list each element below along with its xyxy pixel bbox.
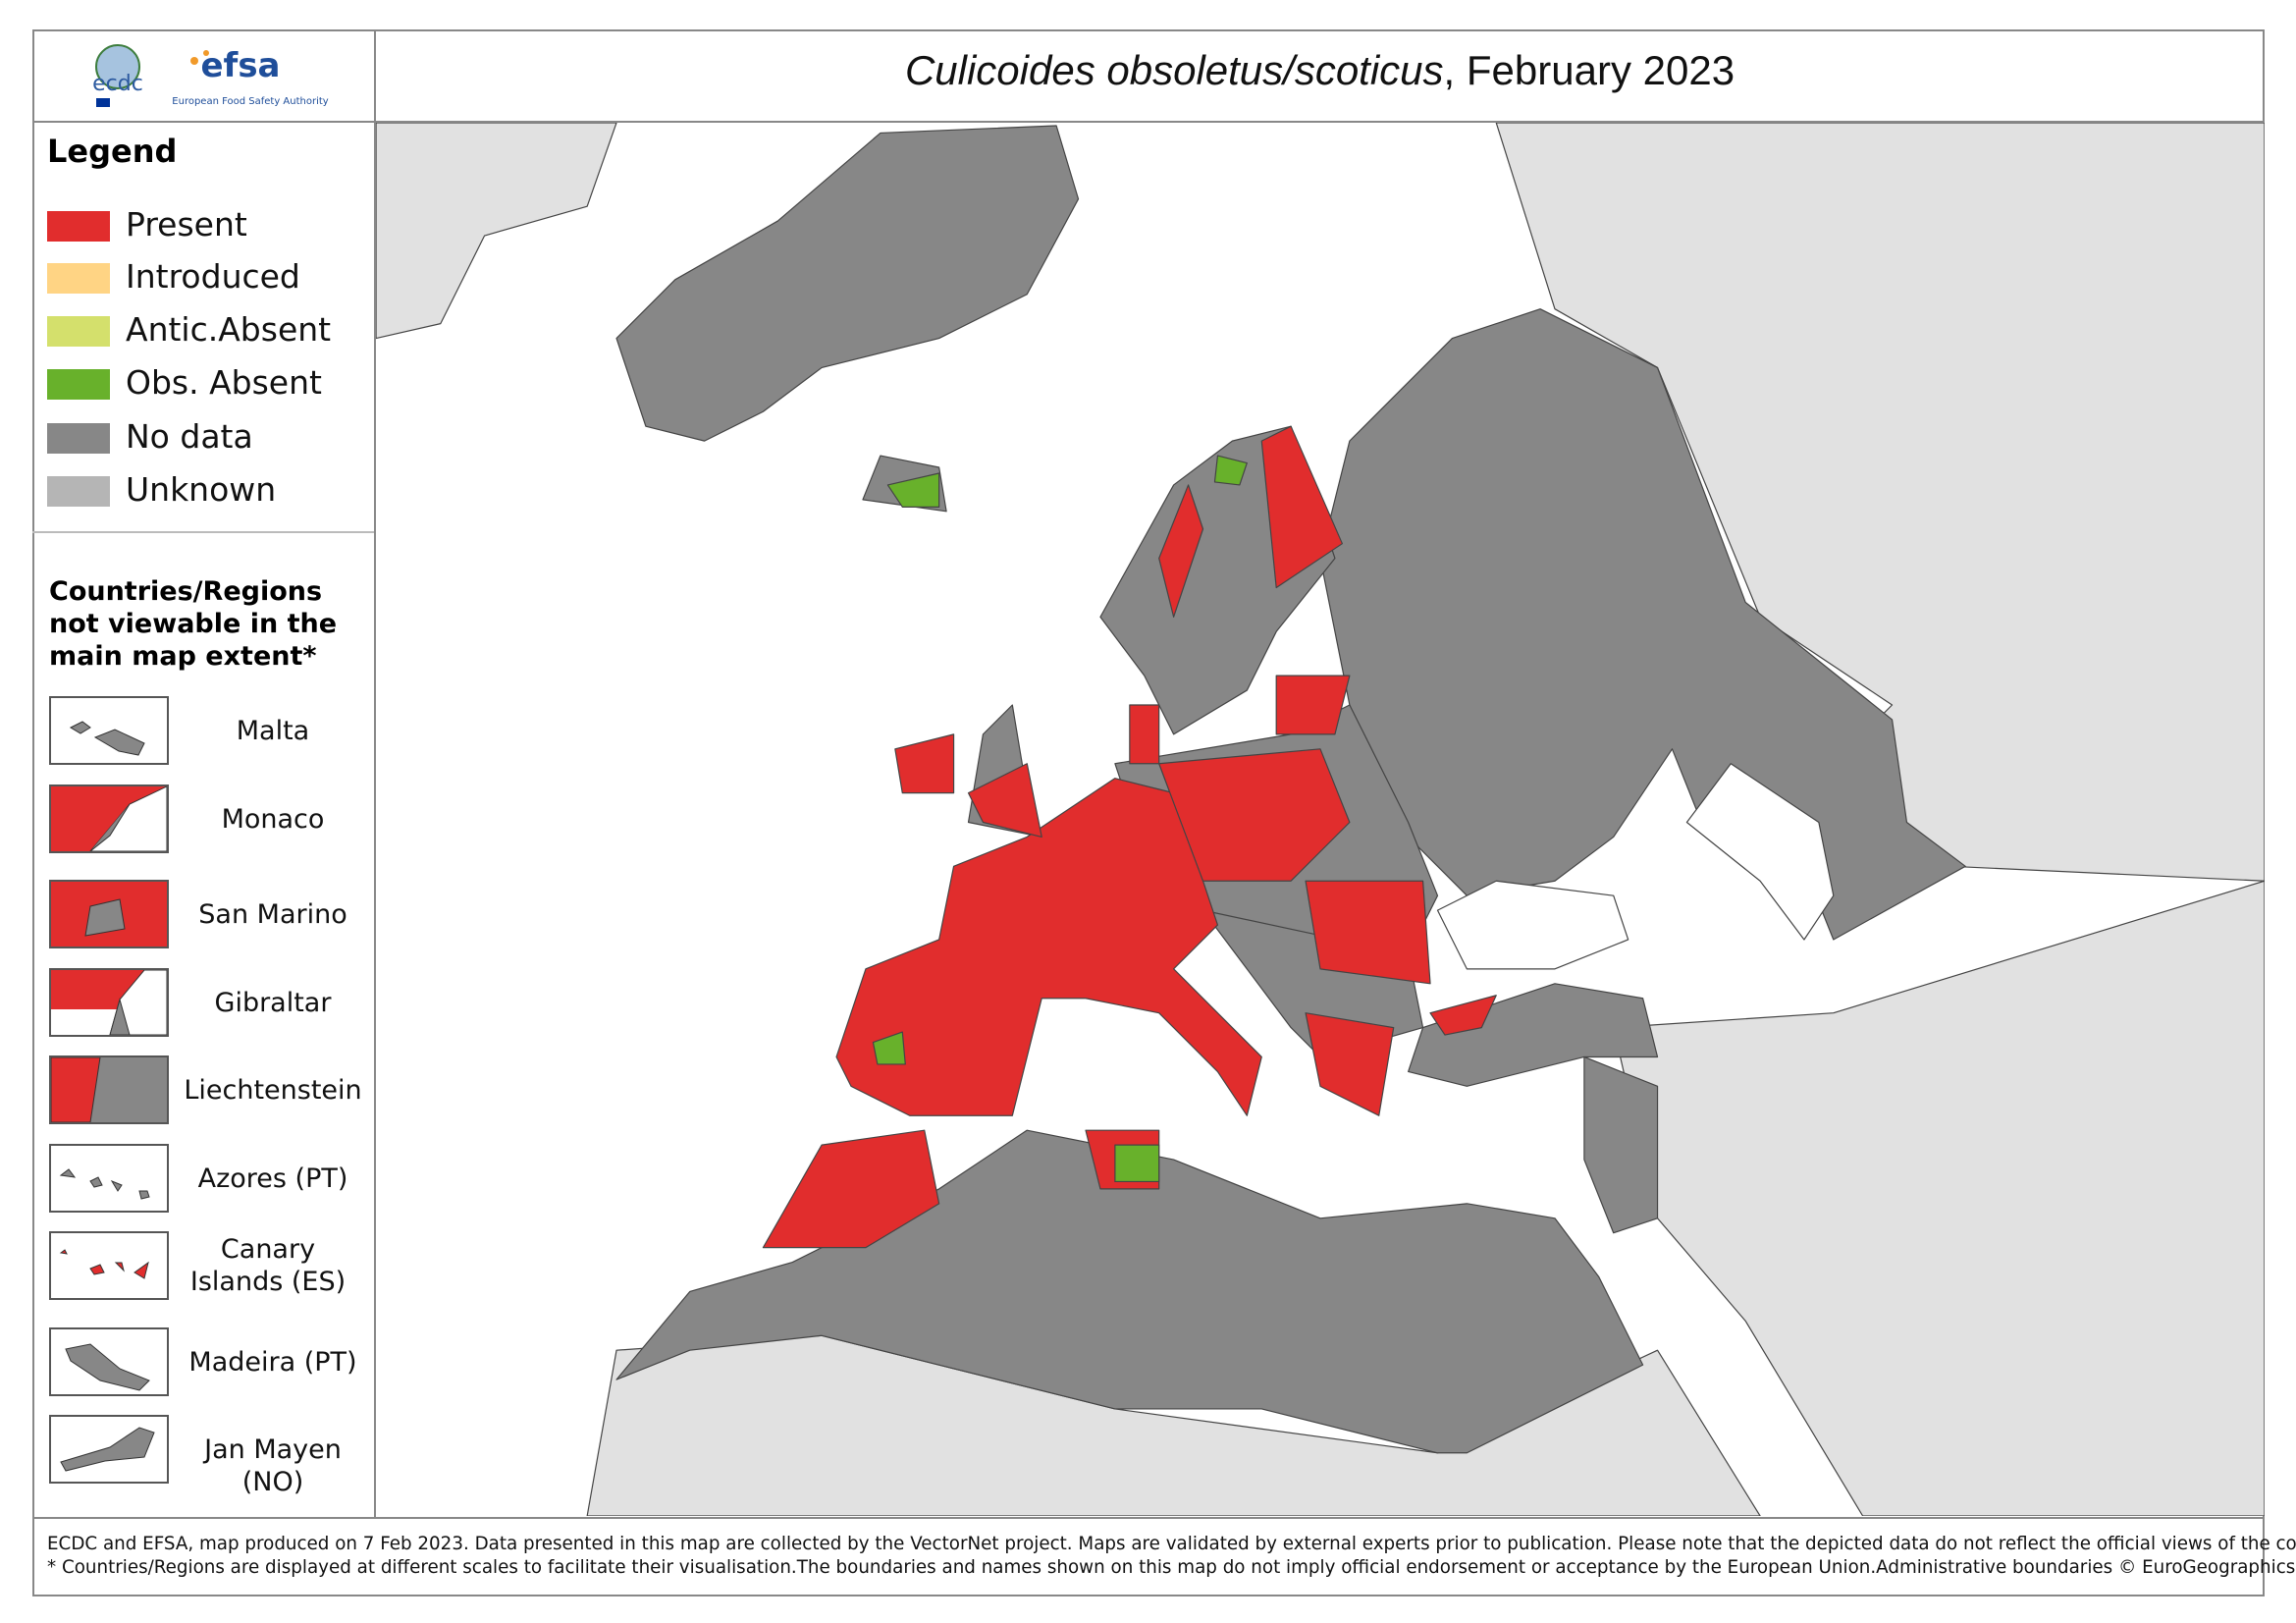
legend-label: No data	[126, 417, 253, 456]
legend-title: Legend	[47, 133, 178, 170]
region	[886, 472, 940, 508]
region	[1260, 425, 1344, 589]
black-sea	[1436, 880, 1629, 970]
inset-box	[49, 696, 169, 765]
legend-swatch	[47, 211, 110, 242]
inset-box	[49, 880, 169, 948]
legend-label: Obs. Absent	[126, 363, 322, 402]
legend-swatch	[47, 369, 110, 400]
region	[967, 763, 1042, 839]
legend-label: Unknown	[126, 470, 277, 509]
land-other	[1613, 880, 2265, 1516]
region	[1305, 1012, 1395, 1116]
legend-swatch	[47, 263, 110, 294]
region	[1158, 748, 1351, 882]
region	[1275, 675, 1351, 735]
region	[615, 1129, 1644, 1454]
inset-box	[49, 1415, 169, 1484]
ecdc-ring	[95, 44, 140, 89]
legend-swatch	[47, 423, 110, 454]
insets-title: Countries/Regions not viewable in the ma…	[49, 576, 338, 672]
map	[376, 123, 2265, 1516]
inset-box	[49, 784, 169, 853]
logo-efsa-sub: European Food Safety Authority	[172, 96, 329, 107]
inset-shape	[69, 721, 145, 756]
inset-shape	[51, 882, 167, 947]
inset-label: Madeira (PT)	[188, 1346, 357, 1378]
inset-box	[49, 1231, 169, 1300]
region	[1429, 995, 1497, 1036]
land-other	[376, 123, 617, 340]
inset-box	[49, 1327, 169, 1396]
inset-shape	[65, 1343, 150, 1391]
footer: ECDC and EFSA, map produced on 7 Feb 202…	[47, 1533, 2296, 1580]
legend-label: Present	[126, 205, 247, 243]
caspian-sea	[1685, 763, 1835, 941]
inset-box	[49, 968, 169, 1037]
ecdc-globe	[96, 45, 139, 88]
map-title: Culicoides obsoletus/scoticus, February …	[375, 47, 2265, 94]
efsa-dot	[190, 57, 198, 65]
inset-label: Jan Mayen (NO)	[204, 1434, 342, 1497]
legend-swatch	[47, 476, 110, 507]
eu-flag	[96, 98, 110, 107]
footer-line: * Countries/Regions are displayed at dif…	[47, 1557, 2296, 1578]
region	[1158, 484, 1204, 618]
inset-shape	[51, 785, 168, 852]
region	[1129, 704, 1160, 765]
inset-label: Monaco	[221, 803, 325, 835]
title-rest: , February 2023	[1443, 47, 1735, 93]
region	[1408, 983, 1659, 1087]
region	[1114, 1144, 1160, 1183]
region	[1583, 1055, 1659, 1234]
inset-shape	[50, 1056, 167, 1123]
efsa-dot	[203, 50, 209, 56]
divider	[32, 121, 2265, 123]
legend-label: Introduced	[126, 257, 300, 296]
title-italic: Culicoides obsoletus/scoticus	[904, 47, 1444, 93]
legend-swatch	[47, 316, 110, 347]
region	[1305, 880, 1431, 985]
region	[762, 1129, 940, 1249]
inset-box	[49, 1144, 169, 1213]
inset-label: Gibraltar	[214, 987, 332, 1018]
inset-shape	[60, 1427, 155, 1472]
inset-label: San Marino	[198, 898, 347, 930]
footer-line: ECDC and EFSA, map produced on 7 Feb 202…	[47, 1534, 2296, 1554]
inset-label: Malta	[236, 715, 310, 746]
inset-box	[49, 1055, 169, 1124]
logos: ecdc efsa European Food Safety Authority	[92, 44, 329, 107]
region	[615, 125, 1080, 442]
logo-efsa: efsa	[200, 46, 280, 85]
inset-shape	[51, 969, 168, 1036]
logo-ecdc: ecdc	[92, 72, 143, 96]
inset-label: Liechtenstein	[184, 1074, 362, 1106]
inset-label: Canary Islands (ES)	[189, 1234, 347, 1297]
divider	[374, 29, 376, 1518]
region	[1213, 455, 1248, 486]
inset-shape	[59, 1168, 150, 1200]
region	[835, 778, 1262, 1116]
legend-label: Antic.Absent	[126, 310, 332, 349]
divider	[32, 531, 374, 533]
inset-label: Azores (PT)	[197, 1163, 348, 1194]
inset-shape	[59, 1249, 149, 1279]
region	[894, 733, 955, 794]
region	[872, 1031, 906, 1065]
divider	[32, 1517, 2265, 1519]
